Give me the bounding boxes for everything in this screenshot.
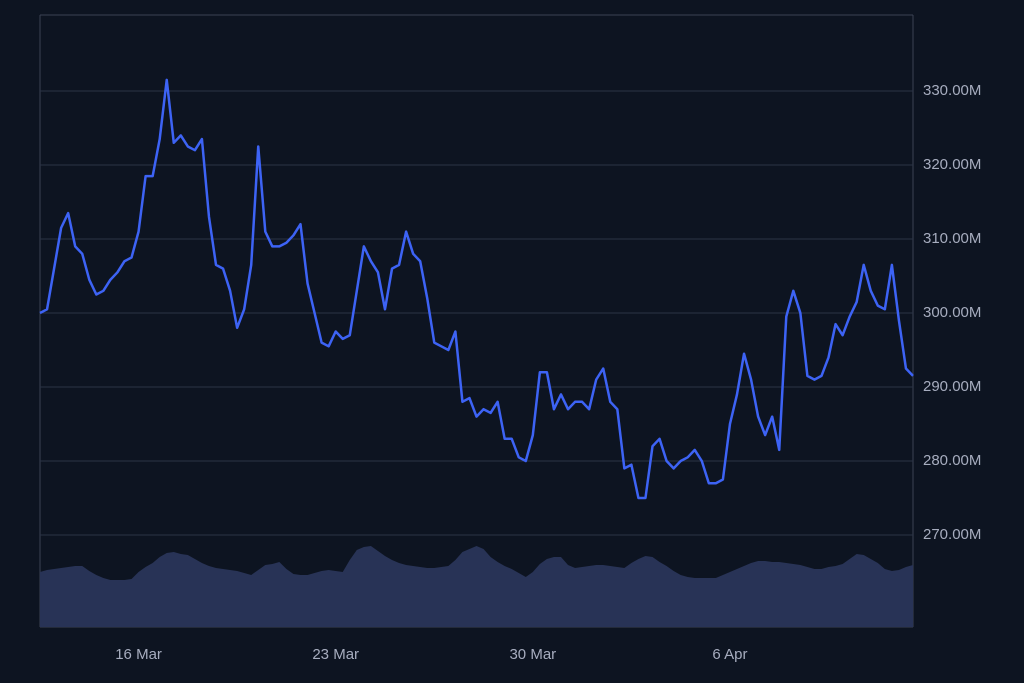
x-tick-label: 30 Mar [509, 646, 556, 663]
volume-area [40, 546, 913, 627]
y-tick-label: 290.00M [923, 378, 981, 395]
y-tick-label: 280.00M [923, 452, 981, 469]
y-tick-label: 310.00M [923, 230, 981, 247]
x-tick-label: 23 Mar [312, 646, 359, 663]
price-line [39, 78, 914, 500]
y-tick-label: 330.00M [923, 82, 981, 99]
y-tick-label: 320.00M [923, 156, 981, 173]
y-tick-label: 300.00M [923, 304, 981, 321]
x-tick-label: 16 Mar [115, 646, 162, 663]
y-tick-label: 270.00M [923, 526, 981, 543]
x-tick-label: 6 Apr [712, 646, 747, 663]
